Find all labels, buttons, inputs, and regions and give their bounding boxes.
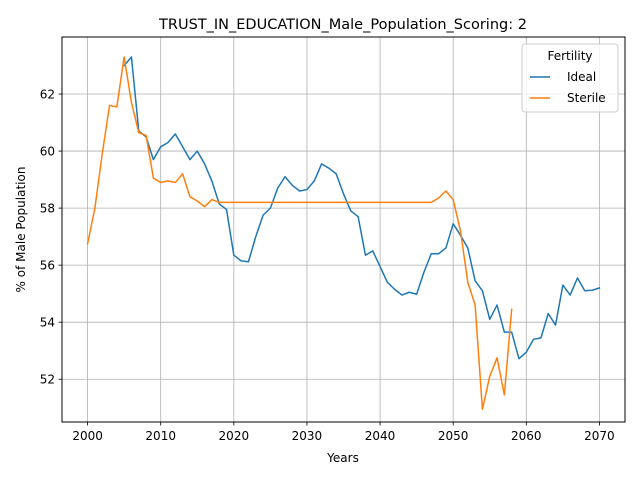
legend-label-sterile: Sterile <box>567 91 606 105</box>
series-line-ideal <box>123 56 601 360</box>
legend-title: Fertility <box>547 49 592 63</box>
legend-box <box>521 43 619 113</box>
series-line-sterile <box>86 56 513 410</box>
x-tick-label: 2020 <box>219 429 250 443</box>
x-axis: 2000 2010 2020 2030 2040 2050 2060 2070 <box>72 422 615 443</box>
y-axis-label: % of Male Population <box>14 167 28 293</box>
plot-frame <box>61 36 626 423</box>
x-tick-label: 2070 <box>584 429 615 443</box>
y-tick-label: 58 <box>40 202 55 216</box>
x-tick-label: 2000 <box>72 429 103 443</box>
y-tick-label: 56 <box>40 259 55 273</box>
series-layer <box>86 56 601 410</box>
x-tick-label: 2050 <box>438 429 469 443</box>
legend: Fertility Ideal Sterile <box>521 43 619 113</box>
chart-title: TRUST_IN_EDUCATION_Male_Population_Scori… <box>158 17 527 33</box>
x-tick-label: 2040 <box>365 429 396 443</box>
x-tick-label: 2010 <box>145 429 176 443</box>
y-tick-label: 54 <box>40 316 55 330</box>
x-axis-label: Years <box>326 451 359 465</box>
y-axis: 52 54 56 58 60 62 <box>40 88 62 387</box>
y-tick-label: 52 <box>40 373 55 387</box>
x-tick-label: 2030 <box>292 429 323 443</box>
y-tick-label: 62 <box>40 88 55 102</box>
x-tick-label: 2060 <box>511 429 542 443</box>
legend-label-ideal: Ideal <box>567 70 596 84</box>
y-tick-label: 60 <box>40 145 55 159</box>
